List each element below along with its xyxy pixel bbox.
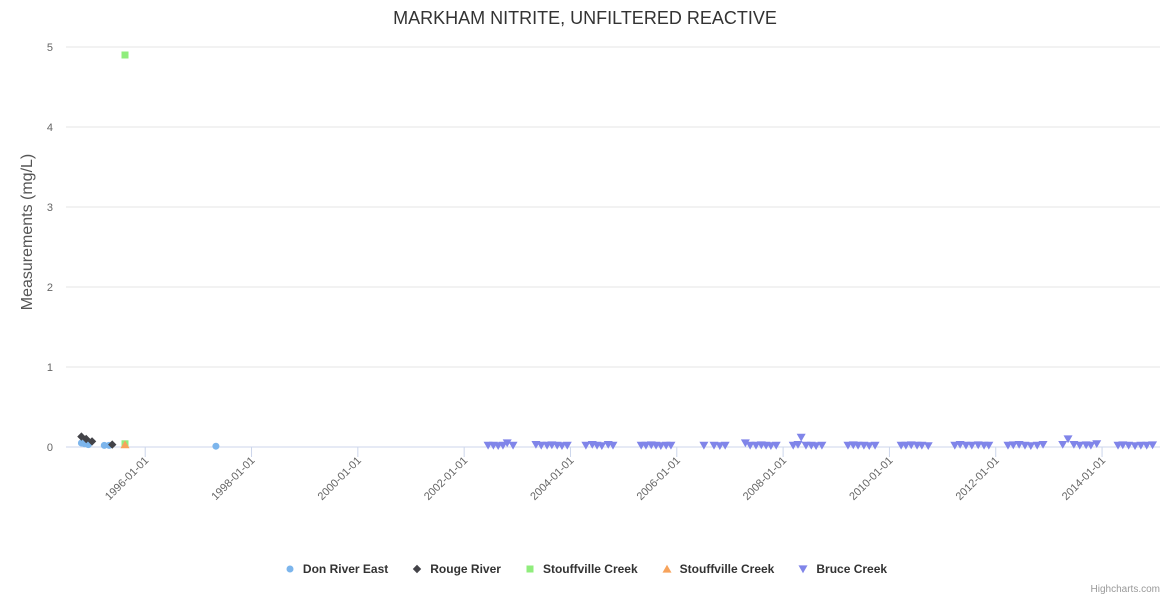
x-tick-label: 1996-01-01 xyxy=(103,455,151,503)
scatter-point[interactable] xyxy=(1026,442,1036,450)
scatter-point[interactable] xyxy=(87,437,97,446)
scatter-point[interactable] xyxy=(212,442,220,450)
scatter-point[interactable] xyxy=(923,442,933,450)
chart-title: MARKHAM NITRITE, UNFILTERED REACTIVE xyxy=(393,8,777,28)
scatter-point[interactable] xyxy=(1038,441,1048,449)
scatter-point[interactable] xyxy=(108,440,117,449)
triangle-up-marker-icon xyxy=(662,564,672,573)
legend-item-stouffville-creek-triangle[interactable]: Stouffville Creek xyxy=(660,562,775,576)
scatter-point[interactable] xyxy=(793,441,803,449)
scatter-point[interactable] xyxy=(950,441,960,450)
highcharts-credits-link[interactable]: Highcharts.com xyxy=(1090,584,1160,595)
scatter-point[interactable] xyxy=(120,440,130,449)
scatter-point[interactable] xyxy=(745,441,755,450)
scatter-point[interactable] xyxy=(1058,441,1068,449)
triangle-down-marker-icon xyxy=(798,565,808,574)
scatter-point[interactable] xyxy=(864,442,874,450)
circle-marker-icon xyxy=(286,565,294,573)
scatter-point[interactable] xyxy=(1148,441,1158,450)
scatter-point[interactable] xyxy=(1008,441,1018,450)
legend-label: Rouge River xyxy=(430,562,501,576)
scatter-point[interactable] xyxy=(984,441,994,450)
legend-item-rouge-river[interactable]: Rouge River xyxy=(410,562,501,576)
scatter-point[interactable] xyxy=(811,442,821,450)
scatter-point[interactable] xyxy=(608,441,618,450)
scatter-point[interactable] xyxy=(1063,435,1073,444)
scatter-point[interactable] xyxy=(853,441,863,450)
scatter-point[interactable] xyxy=(870,441,880,450)
x-tick-label: 2010-01-01 xyxy=(847,455,895,503)
scatter-point[interactable] xyxy=(817,441,827,450)
scatter-point[interactable] xyxy=(121,51,129,59)
legend: Don River East Rouge River Stouffville C… xyxy=(0,562,1170,576)
legend-label: Don River East xyxy=(302,562,389,576)
scatter-point[interactable] xyxy=(498,441,508,450)
y-tick-label: 1 xyxy=(47,362,53,374)
x-tick-label: 1998-01-01 xyxy=(209,455,257,503)
y-tick-label: 2 xyxy=(47,282,53,294)
scatter-point[interactable] xyxy=(562,441,572,450)
scatter-point[interactable] xyxy=(917,441,927,450)
scatter-point[interactable] xyxy=(1130,442,1140,450)
scatter-point[interactable] xyxy=(740,439,750,448)
x-tick-label: 2002-01-01 xyxy=(422,455,470,503)
x-tick-label: 2012-01-01 xyxy=(954,455,1002,503)
legend-label: Stouffville Creek xyxy=(542,562,638,576)
diamond-marker-icon xyxy=(413,564,422,574)
scatter-point[interactable] xyxy=(502,439,512,448)
y-tick-label: 0 xyxy=(47,442,53,454)
square-marker-icon xyxy=(526,565,534,573)
x-tick-label: 2004-01-01 xyxy=(528,455,576,503)
scatter-point[interactable] xyxy=(1075,441,1085,450)
scatter-point[interactable] xyxy=(967,441,977,450)
legend-item-don-river-east[interactable]: Don River East xyxy=(283,562,388,576)
scatter-point[interactable] xyxy=(597,442,607,450)
scatter-point[interactable] xyxy=(1142,441,1152,450)
x-tick-label: 2000-01-01 xyxy=(316,455,364,503)
scatter-point[interactable] xyxy=(536,441,546,450)
y-tick-label: 3 xyxy=(47,202,53,214)
scatter-point[interactable] xyxy=(1086,441,1096,450)
legend-label: Stouffville Creek xyxy=(679,562,775,576)
legend-item-stouffville-creek-square[interactable]: Stouffville Creek xyxy=(523,562,638,576)
scatter-point[interactable] xyxy=(100,441,108,449)
scatter-point[interactable] xyxy=(720,441,730,450)
scatter-point[interactable] xyxy=(1136,441,1146,450)
legend-item-bruce-creek[interactable]: Bruce Creek xyxy=(796,562,887,576)
scatter-point[interactable] xyxy=(796,433,806,442)
y-tick-label: 5 xyxy=(47,42,53,54)
y-tick-label: 4 xyxy=(47,122,53,134)
scatter-point[interactable] xyxy=(1124,441,1134,450)
x-tick-label: 2014-01-01 xyxy=(1060,455,1108,503)
scatter-point[interactable] xyxy=(666,441,676,450)
scatter-point[interactable] xyxy=(1032,441,1042,450)
scatter-point[interactable] xyxy=(581,441,591,450)
legend-label: Bruce Creek xyxy=(816,562,888,576)
scatter-point[interactable] xyxy=(961,441,971,450)
scatter-point[interactable] xyxy=(508,441,518,450)
scatter-point[interactable] xyxy=(1092,440,1102,448)
x-tick-label: 2006-01-01 xyxy=(635,455,683,503)
scatter-point[interactable] xyxy=(699,441,709,450)
x-tick-label: 2008-01-01 xyxy=(741,455,789,503)
scatter-point[interactable] xyxy=(771,441,781,450)
